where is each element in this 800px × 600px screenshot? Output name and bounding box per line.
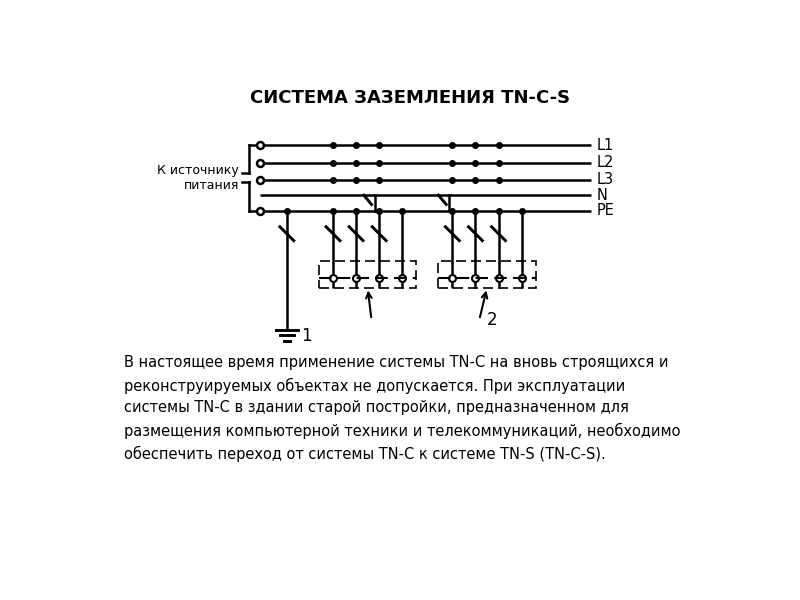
Bar xyxy=(319,260,416,287)
Text: L1: L1 xyxy=(597,137,614,152)
Bar xyxy=(438,260,535,287)
Text: СИСТЕМА ЗАЗЕМЛЕНИЯ TN-C-S: СИСТЕМА ЗАЗЕМЛЕНИЯ TN-C-S xyxy=(250,89,570,107)
Text: К источнику
питания: К источнику питания xyxy=(158,164,239,192)
Text: 1: 1 xyxy=(301,327,311,345)
Text: 2: 2 xyxy=(487,311,498,329)
Text: N: N xyxy=(597,188,608,203)
Text: PE: PE xyxy=(597,203,615,218)
Text: L3: L3 xyxy=(597,172,614,187)
Text: L2: L2 xyxy=(597,155,614,170)
Text: В настоящее время применение системы TN-C на вновь строящихся и
реконструируемых: В настоящее время применение системы TN-… xyxy=(123,355,680,462)
